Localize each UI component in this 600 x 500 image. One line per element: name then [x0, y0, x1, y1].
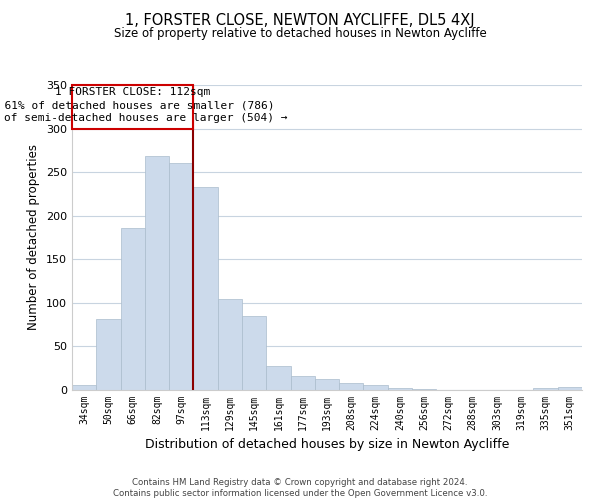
- Bar: [388, 388, 412, 390]
- Text: 39% of semi-detached houses are larger (504) →: 39% of semi-detached houses are larger (…: [0, 113, 288, 123]
- Text: Contains HM Land Registry data © Crown copyright and database right 2024.
Contai: Contains HM Land Registry data © Crown c…: [113, 478, 487, 498]
- Text: ← 61% of detached houses are smaller (786): ← 61% of detached houses are smaller (78…: [0, 100, 274, 110]
- Bar: [266, 366, 290, 390]
- Bar: [169, 162, 193, 390]
- Bar: [364, 385, 388, 390]
- X-axis label: Distribution of detached houses by size in Newton Aycliffe: Distribution of detached houses by size …: [145, 438, 509, 452]
- Bar: [96, 320, 121, 390]
- Bar: [315, 378, 339, 390]
- Bar: [121, 228, 145, 390]
- Bar: [72, 385, 96, 390]
- Bar: [412, 389, 436, 390]
- Bar: [145, 156, 169, 390]
- Y-axis label: Number of detached properties: Number of detached properties: [28, 144, 40, 330]
- Text: Size of property relative to detached houses in Newton Aycliffe: Size of property relative to detached ho…: [113, 28, 487, 40]
- Bar: [290, 376, 315, 390]
- Bar: [218, 300, 242, 390]
- Bar: [558, 388, 582, 390]
- Bar: [193, 187, 218, 390]
- Bar: [533, 388, 558, 390]
- Text: 1 FORSTER CLOSE: 112sqm: 1 FORSTER CLOSE: 112sqm: [55, 87, 211, 97]
- Text: 1, FORSTER CLOSE, NEWTON AYCLIFFE, DL5 4XJ: 1, FORSTER CLOSE, NEWTON AYCLIFFE, DL5 4…: [125, 12, 475, 28]
- Bar: [339, 383, 364, 390]
- Bar: [242, 316, 266, 390]
- FancyBboxPatch shape: [72, 85, 193, 128]
